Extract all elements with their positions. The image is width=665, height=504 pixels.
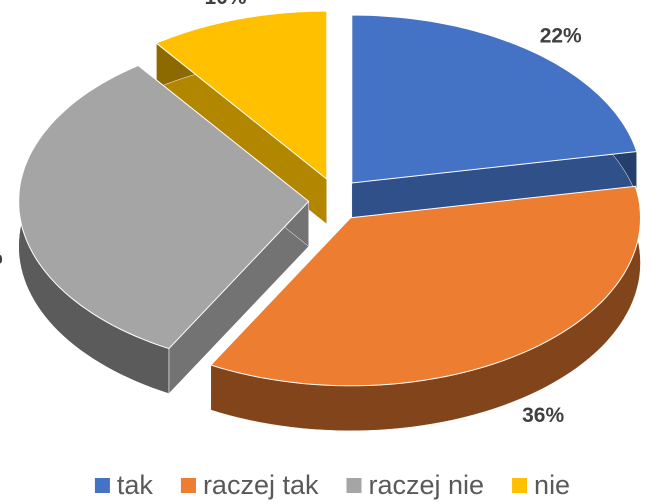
data-label: 32% — [0, 246, 3, 269]
legend-swatch — [512, 478, 528, 493]
slice — [155, 10, 328, 225]
slice — [209, 185, 642, 432]
legend-label: raczej tak — [203, 470, 319, 500]
slice — [155, 10, 328, 181]
data-label: 22% — [540, 24, 582, 47]
slice — [18, 64, 310, 350]
slice — [18, 64, 310, 395]
slice — [209, 185, 642, 387]
legend-label: nie — [534, 470, 570, 500]
legend-swatch — [180, 478, 196, 493]
legend-label: tak — [117, 470, 154, 500]
slice — [351, 14, 638, 184]
legend-swatch — [94, 478, 110, 493]
legend-swatch — [346, 478, 362, 493]
data-label: 36% — [522, 404, 564, 427]
slice — [351, 14, 638, 229]
data-label: 10% — [205, 0, 247, 9]
legend-label: raczej nie — [368, 470, 484, 500]
